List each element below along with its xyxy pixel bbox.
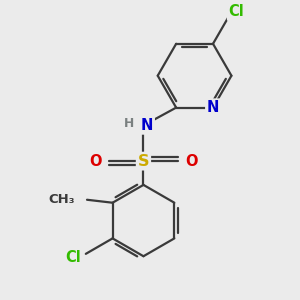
Text: N: N — [207, 100, 219, 115]
Text: O: O — [185, 154, 198, 169]
Text: Cl: Cl — [229, 4, 244, 20]
Text: Cl: Cl — [65, 250, 81, 265]
Text: O: O — [89, 154, 102, 169]
Text: CH₃: CH₃ — [49, 193, 75, 206]
Text: S: S — [138, 154, 149, 169]
Text: H: H — [124, 117, 134, 130]
Text: N: N — [141, 118, 153, 133]
